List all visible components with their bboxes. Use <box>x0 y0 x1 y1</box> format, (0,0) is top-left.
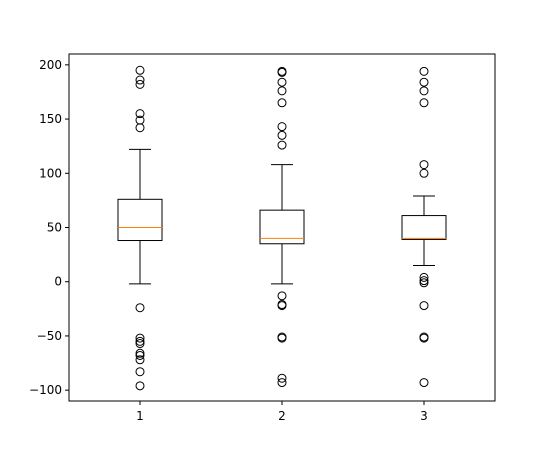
outlier-point <box>135 355 145 365</box>
outlier-point <box>277 77 287 87</box>
outlier-point <box>135 348 145 358</box>
iqr-box <box>117 198 163 242</box>
outlier-point <box>277 98 287 108</box>
outlier-point <box>135 123 145 133</box>
outlier-point <box>419 272 429 282</box>
outlier-point <box>135 303 145 313</box>
x-tick-label: 1 <box>136 409 144 423</box>
outlier-point <box>419 276 429 286</box>
outlier-point <box>135 350 145 360</box>
y-tick-label: 150 <box>39 112 62 126</box>
outlier-point <box>135 336 145 346</box>
x-tick-label: 2 <box>278 409 286 423</box>
y-tick-label: −50 <box>37 329 62 343</box>
outlier-point <box>277 86 287 96</box>
y-tick-label: 100 <box>39 166 62 180</box>
plot-marks <box>117 65 447 391</box>
outlier-point <box>277 122 287 132</box>
outlier-point <box>135 339 145 349</box>
outlier-point <box>419 278 429 288</box>
outlier-point <box>419 98 429 108</box>
outlier-point <box>135 65 145 75</box>
outlier-point <box>419 160 429 170</box>
box-group-3 <box>401 66 447 388</box>
outlier-point <box>277 130 287 140</box>
outlier-point <box>135 381 145 391</box>
outlier-point <box>419 168 429 178</box>
outlier-point <box>135 109 145 119</box>
outlier-point <box>135 75 145 85</box>
outlier-point <box>277 140 287 150</box>
outlier-point <box>419 66 429 76</box>
iqr-box <box>401 215 447 240</box>
box-group-1 <box>117 65 163 391</box>
outlier-point <box>135 367 145 377</box>
x-axis: 1 2 3 <box>136 401 428 423</box>
outlier-point <box>277 378 287 388</box>
outlier-point <box>277 301 287 311</box>
y-tick-label: 0 <box>54 275 62 289</box>
y-tick-label: 50 <box>47 221 62 235</box>
outlier-point <box>277 67 287 77</box>
outlier-point <box>277 373 287 383</box>
outlier-point <box>135 333 145 343</box>
outlier-point <box>419 333 429 343</box>
outlier-point <box>135 79 145 89</box>
x-tick-label: 3 <box>420 409 428 423</box>
iqr-box <box>259 209 305 245</box>
outlier-point <box>277 291 287 301</box>
outlier-point <box>419 378 429 388</box>
outlier-point <box>277 333 287 343</box>
y-tick-label: 200 <box>39 58 62 72</box>
outlier-point <box>419 301 429 311</box>
y-axis: −100 −50 0 50 100 150 200 <box>29 58 69 397</box>
y-tick-label: −100 <box>29 383 62 397</box>
box-group-2 <box>259 66 305 388</box>
outlier-point <box>419 77 429 87</box>
outlier-point <box>419 86 429 96</box>
